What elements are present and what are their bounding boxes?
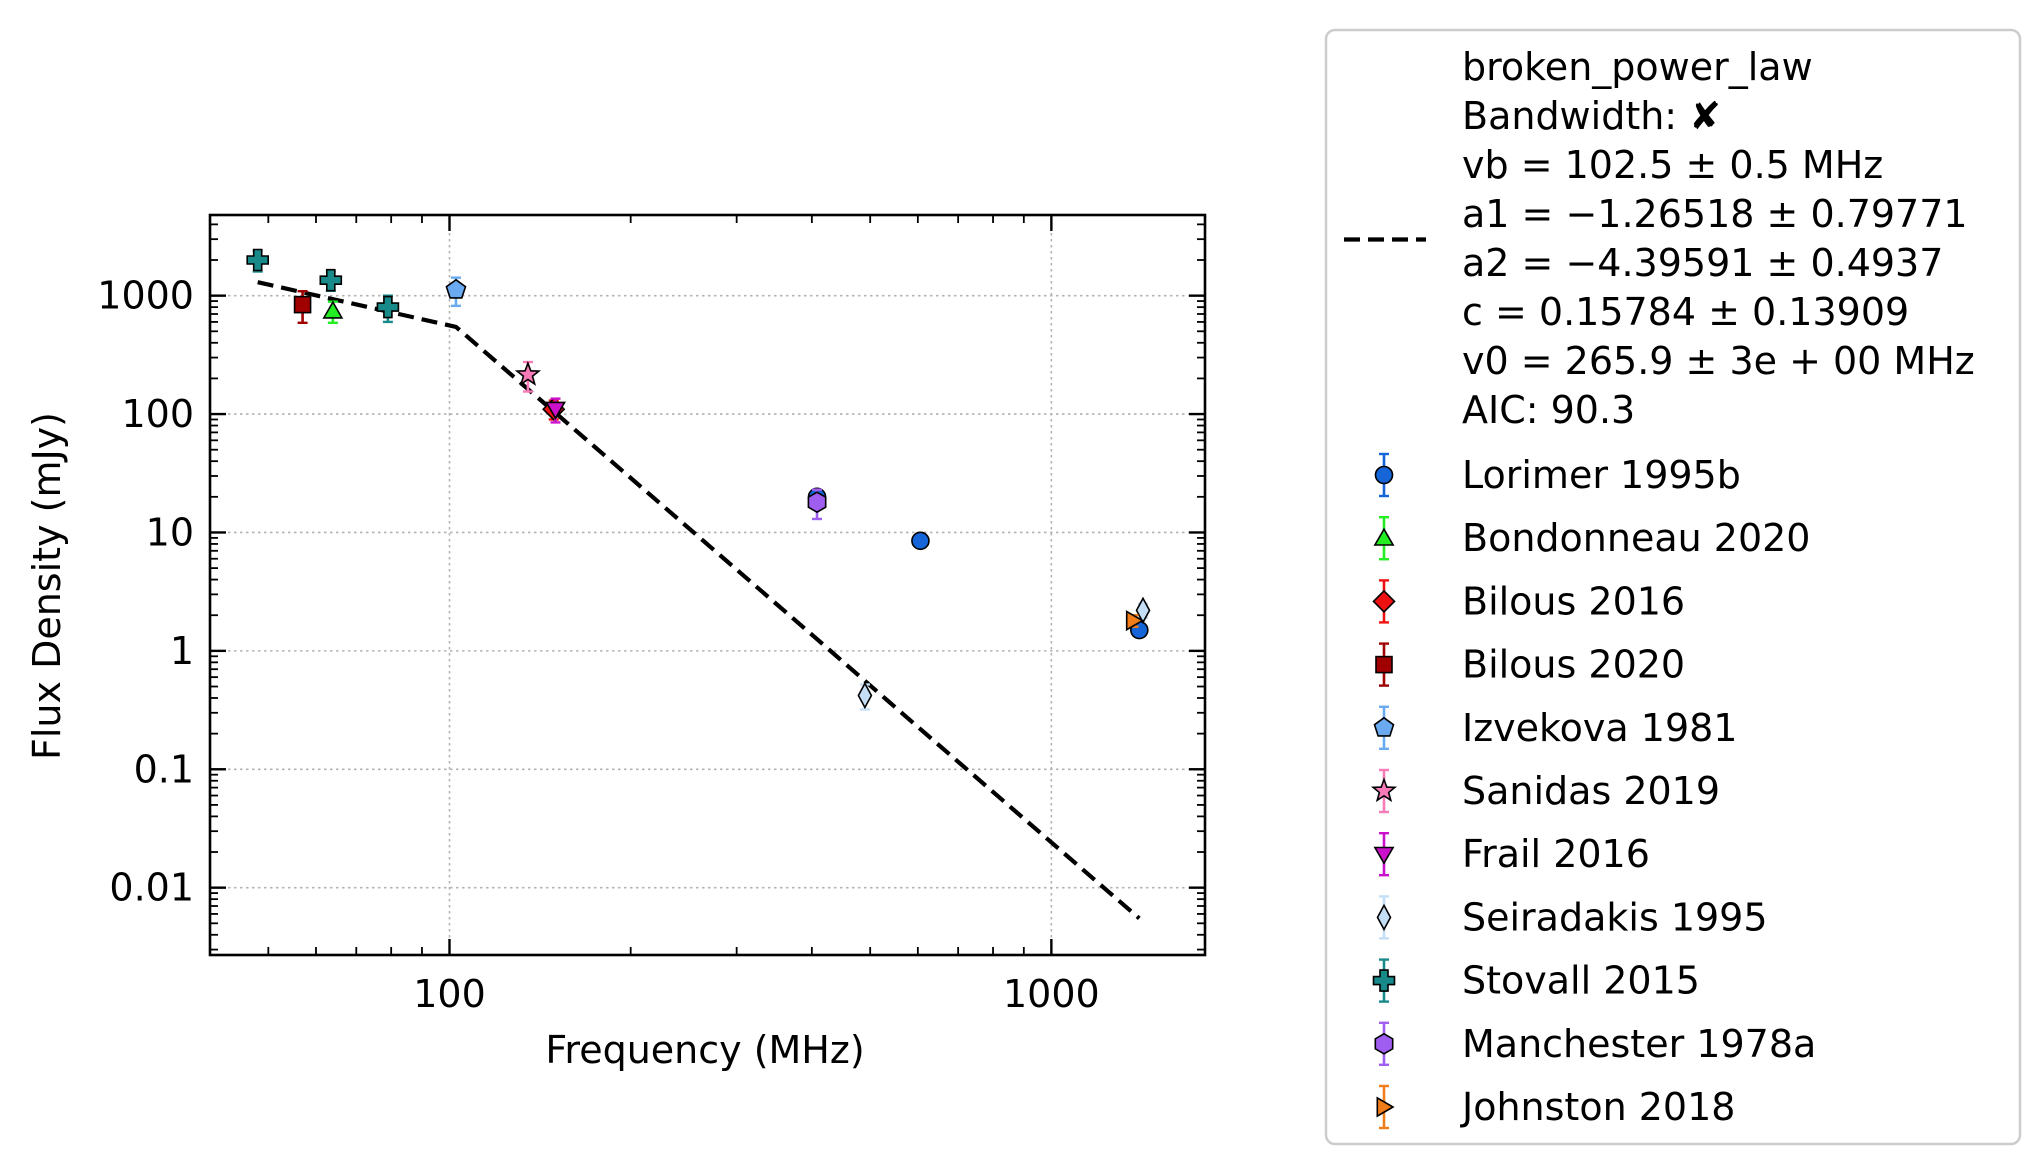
- data-point: [514, 360, 542, 386]
- data-point: [857, 681, 873, 710]
- y-tick-label: 0.1: [134, 747, 194, 791]
- plot-frame: [208, 213, 1207, 957]
- legend-series-entries: Lorimer 1995b Bondonneau 2020 Bilous 2016 B…: [1370, 452, 1816, 1130]
- legend-series-label: Bilous 2016: [1462, 579, 1685, 623]
- legend-series-label: Manchester 1978a: [1462, 1022, 1816, 1066]
- legend-entry: Johnston 2018: [1376, 1084, 1735, 1130]
- series-4: [445, 276, 467, 308]
- legend-fit-text-line: AIC: 90.3: [1462, 388, 1635, 432]
- legend-series-label: Johnston 2018: [1460, 1085, 1735, 1129]
- data-point: [1125, 610, 1145, 632]
- legend-entry: Lorimer 1995b: [1374, 452, 1741, 498]
- legend-entry: Izvekova 1981: [1373, 705, 1737, 750]
- legend-entry: Bilous 2016: [1372, 579, 1685, 624]
- series-5: [514, 360, 542, 393]
- legend-series-label: Bilous 2020: [1462, 643, 1685, 687]
- data-point: [293, 295, 312, 314]
- legend-series-label: Stovall 2015: [1462, 959, 1700, 1003]
- legend-series-label: Sanidas 2019: [1462, 769, 1720, 813]
- x-tick-label: 1000: [1003, 972, 1100, 1016]
- legend-fit-text-line: vb = 102.5 ± 0.5 MHz: [1462, 143, 1883, 187]
- data-point: [376, 295, 400, 319]
- data-point: [445, 278, 467, 299]
- y-tick-label: 100: [121, 392, 194, 436]
- data-point: [319, 268, 343, 292]
- data-point: [322, 300, 344, 319]
- legend-fit-entry: broken_power_law Bandwidth: ✘ vb = 102.5 ±…: [1344, 45, 1975, 432]
- legend-frame: [1324, 28, 2022, 1146]
- axes: 100 1000 0.01 0.1 1 10 100 1000: [97, 213, 1207, 1016]
- legend-entry: Bilous 2020: [1375, 642, 1685, 687]
- legend-series-label: Izvekova 1981: [1462, 706, 1737, 750]
- x-axis-label: Frequency (MHz): [545, 1028, 864, 1072]
- data-point: [807, 491, 827, 514]
- y-axis-label: Flux Density (mJy): [25, 412, 69, 760]
- legend-fit-text-line: v0 = 265.9 ± 3e + 00 MHz: [1462, 339, 1975, 383]
- legend-series-label: Seiradakis 1995: [1462, 895, 1768, 939]
- y-tick-label: 1000: [97, 274, 194, 318]
- legend-entry: Frail 2016: [1373, 832, 1650, 877]
- legend-fit-text-line: a2 = −4.39591 ± 0.4937: [1462, 241, 1943, 285]
- data-points-layer: [246, 248, 1151, 711]
- grid-lines: [210, 215, 1205, 955]
- y-tick-label: 1: [170, 629, 194, 673]
- legend-fit-text-line: c = 0.15784 ± 0.13909: [1462, 290, 1909, 334]
- data-point: [246, 248, 270, 272]
- y-tick-label: 10: [146, 510, 194, 554]
- ticks: 100 1000 0.01 0.1 1 10 100 1000: [97, 215, 1205, 1016]
- legend-entry: Manchester 1978a: [1374, 1021, 1816, 1067]
- series-8: [246, 248, 400, 324]
- legend-entry: Bondonneau 2020: [1373, 516, 1810, 561]
- series-1: [322, 300, 344, 324]
- series-10: [1125, 610, 1145, 632]
- legend-entry: Sanidas 2019: [1370, 768, 1720, 814]
- legend-series-label: Frail 2016: [1462, 832, 1650, 876]
- legend-fit-text-line: Bandwidth: ✘: [1462, 94, 1721, 138]
- legend-entry: Stovall 2015: [1372, 958, 1700, 1003]
- series-7: [857, 596, 1151, 711]
- legend-series-label: Bondonneau 2020: [1462, 516, 1810, 560]
- data-point: [545, 401, 566, 420]
- legend: broken_power_law Bandwidth: ✘ vb = 102.5 ±…: [1324, 28, 2022, 1146]
- legend-entry: Seiradakis 1995: [1376, 895, 1768, 940]
- legend-fit-text-line: broken_power_law: [1462, 45, 1813, 89]
- series-9: [807, 488, 827, 521]
- legend-fit-text-line: a1 = −1.26518 ± 0.79771: [1462, 192, 1968, 236]
- x-tick-label: 100: [413, 972, 486, 1016]
- y-tick-label: 0.01: [109, 866, 194, 910]
- legend-series-label: Lorimer 1995b: [1462, 453, 1741, 497]
- series-3: [293, 290, 312, 324]
- data-point: [911, 531, 930, 551]
- series-6: [545, 397, 566, 424]
- data-point: [1135, 596, 1151, 625]
